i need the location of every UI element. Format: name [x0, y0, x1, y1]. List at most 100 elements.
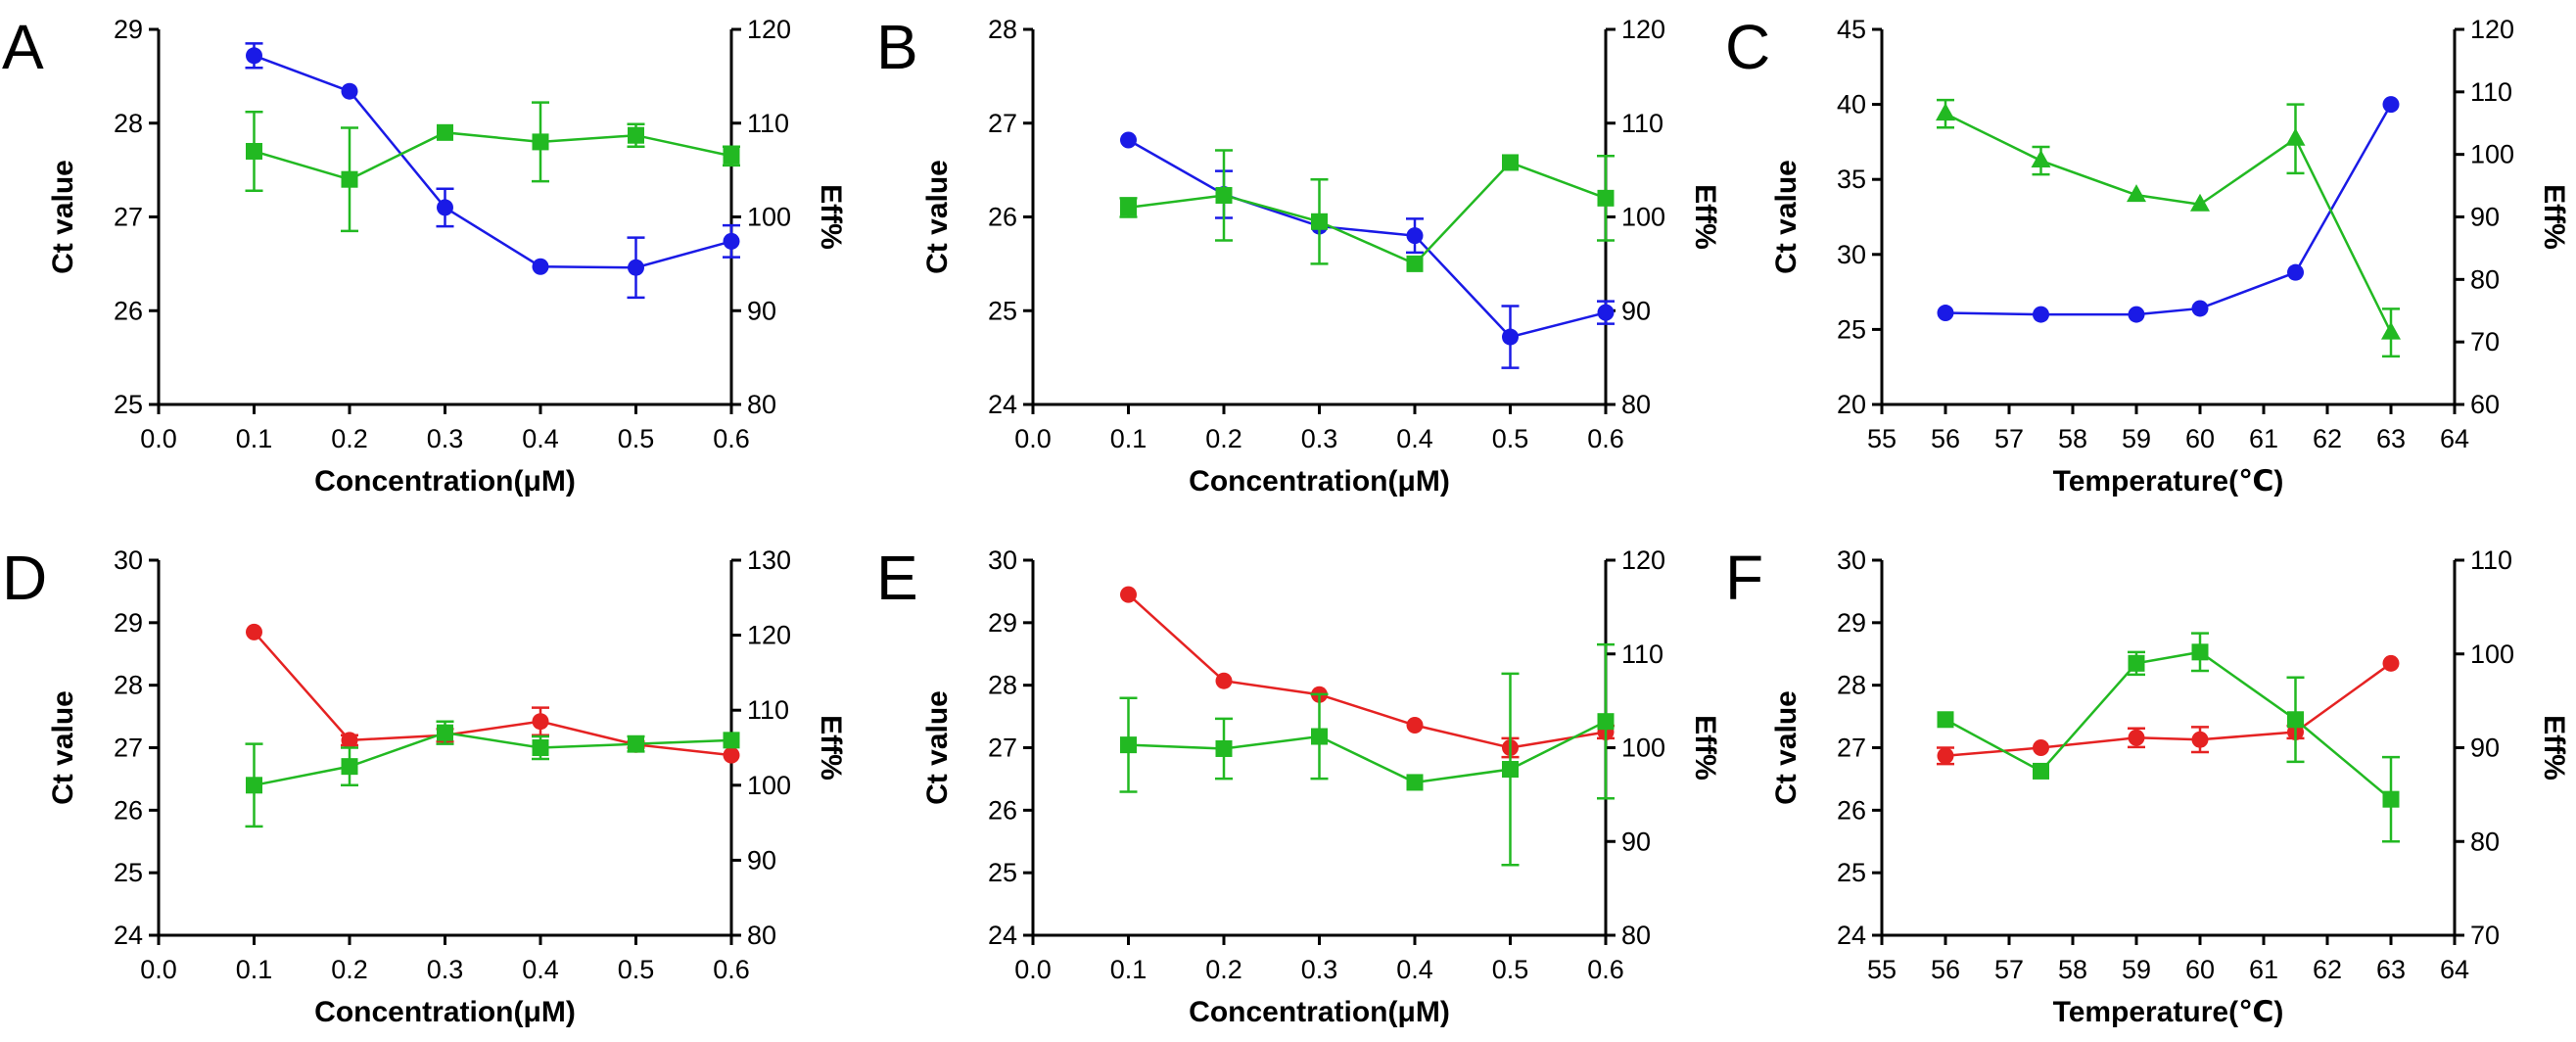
x-tick-label: 0.1	[236, 955, 273, 984]
data-point	[1406, 227, 1424, 245]
series-ct	[1937, 654, 2400, 766]
x-tick-label: 0.1	[236, 424, 273, 453]
data-point	[2190, 193, 2210, 212]
series-eff	[245, 101, 740, 233]
panel-d: D 0.0 0.1 0.2 0.3 0.4 0.5 0.6 24 25 26 27 28 29 30 80 90…	[2, 543, 847, 1028]
series-line	[253, 631, 732, 757]
y2-tick-label: 80	[1621, 921, 1651, 950]
series-line	[254, 54, 732, 269]
y-tick-label: 40	[1837, 90, 1866, 119]
data-point	[1311, 728, 1328, 745]
x-tick-label: 0.2	[331, 955, 368, 984]
data-point	[1502, 328, 1519, 346]
data-point	[1597, 189, 1615, 207]
data-point	[2382, 790, 2400, 808]
data-point	[532, 258, 549, 275]
data-point	[1937, 305, 1954, 322]
series-eff	[1936, 98, 2401, 358]
data-point	[2191, 731, 2209, 748]
x-tick-label: 63	[2376, 424, 2406, 453]
y-tick-label: 45	[1837, 15, 1866, 44]
y-tick-label: 27	[114, 203, 143, 232]
x-tick-label: 0.2	[1205, 955, 1242, 984]
y2-tick-label: 80	[2470, 827, 2500, 856]
data-point	[2128, 306, 2145, 323]
y2-tick-label: 80	[747, 390, 776, 419]
data-point	[1406, 774, 1424, 791]
series-eff	[245, 720, 740, 829]
series-line	[1944, 650, 2392, 801]
data-point	[1502, 761, 1519, 779]
data-point	[628, 259, 644, 276]
series-ct	[1937, 96, 2400, 323]
data-point	[2128, 729, 2145, 746]
data-point	[532, 739, 549, 756]
panel-c: C 55 56 57 58 59 60 61 62 63 64 20 25 30 35 40 45 60 70 80 9…	[1725, 12, 2570, 497]
y-tick-label: 26	[1837, 795, 1866, 825]
panel-e: E 0.0 0.1 0.2 0.3 0.4 0.5 0.6 24 25 26 27 28 29 30 80 90…	[876, 543, 1721, 1028]
x-tick-label: 58	[2058, 424, 2087, 453]
x-tick-label: 0.3	[427, 955, 464, 984]
y-tick-label: 27	[988, 109, 1017, 138]
y-tick-label: 30	[114, 545, 143, 575]
data-point	[246, 623, 262, 640]
data-point	[1597, 304, 1615, 321]
x-tick-label: 55	[1867, 424, 1897, 453]
x-tick-label: 0.1	[1110, 955, 1147, 984]
series-ct	[245, 42, 740, 300]
x-tick-label: 0.2	[331, 424, 368, 453]
data-point	[628, 126, 644, 144]
data-point	[1502, 154, 1519, 171]
y-tick-label: 25	[1837, 314, 1866, 344]
y2-axis-title: Eff%	[815, 715, 847, 781]
series-line	[1128, 720, 1607, 784]
y-axis-title: Ct value	[47, 160, 79, 274]
x-tick-label: 0.6	[1587, 955, 1624, 984]
y2-tick-label: 100	[747, 771, 791, 800]
y2-tick-label: 90	[2470, 734, 2500, 763]
x-tick-label: 0.4	[522, 424, 559, 453]
x-tick-label: 0.6	[713, 955, 750, 984]
data-point	[2382, 96, 2400, 114]
y2-tick-label: 110	[2470, 77, 2512, 107]
series-line	[1944, 103, 2393, 316]
series-line	[1127, 138, 1607, 339]
y2-tick-label: 120	[747, 15, 791, 44]
series-eff	[1119, 149, 1615, 272]
x-tick-label: 60	[2185, 955, 2215, 984]
x-tick-label: 0.5	[618, 955, 655, 984]
x-tick-label: 0.6	[1587, 424, 1624, 453]
y-tick-label: 26	[114, 296, 143, 325]
y2-tick-label: 90	[2470, 203, 2500, 232]
data-point	[1937, 747, 1954, 765]
y-axis-title: Ct value	[1770, 690, 1803, 805]
y-tick-label: 24	[988, 390, 1017, 419]
data-point	[1597, 713, 1615, 731]
data-point	[723, 732, 740, 749]
panel-a: A 0.0 0.1 0.2 0.3 0.4 0.5 0.6 25 26 27 28 29 80 90 100 1…	[2, 12, 847, 497]
series-ct	[1120, 586, 1615, 759]
data-point	[2287, 263, 2304, 281]
data-point	[2033, 306, 2049, 323]
y-tick-label: 26	[988, 795, 1017, 825]
y-tick-label: 25	[988, 296, 1017, 325]
y2-tick-label: 100	[1621, 203, 1665, 232]
panel-letter: C	[1725, 12, 1770, 82]
series-ct	[1120, 131, 1615, 369]
y-tick-label: 25	[114, 858, 143, 887]
data-point	[2285, 127, 2306, 146]
x-axis-title: Concentration(μM)	[314, 996, 576, 1028]
y-tick-label: 24	[114, 921, 143, 950]
x-tick-label: 60	[2185, 424, 2215, 453]
y2-axis-title: Eff%	[815, 184, 847, 250]
panel-letter: D	[2, 543, 47, 613]
series-line	[1127, 593, 1607, 749]
y-tick-label: 25	[1837, 858, 1866, 887]
y2-axis-title: Eff%	[1689, 184, 1721, 250]
y2-axis-title: Eff%	[1689, 715, 1721, 781]
y-tick-label: 27	[988, 734, 1017, 763]
y-tick-label: 25	[114, 390, 143, 419]
data-point	[2127, 184, 2146, 203]
y2-tick-label: 120	[2470, 15, 2514, 44]
